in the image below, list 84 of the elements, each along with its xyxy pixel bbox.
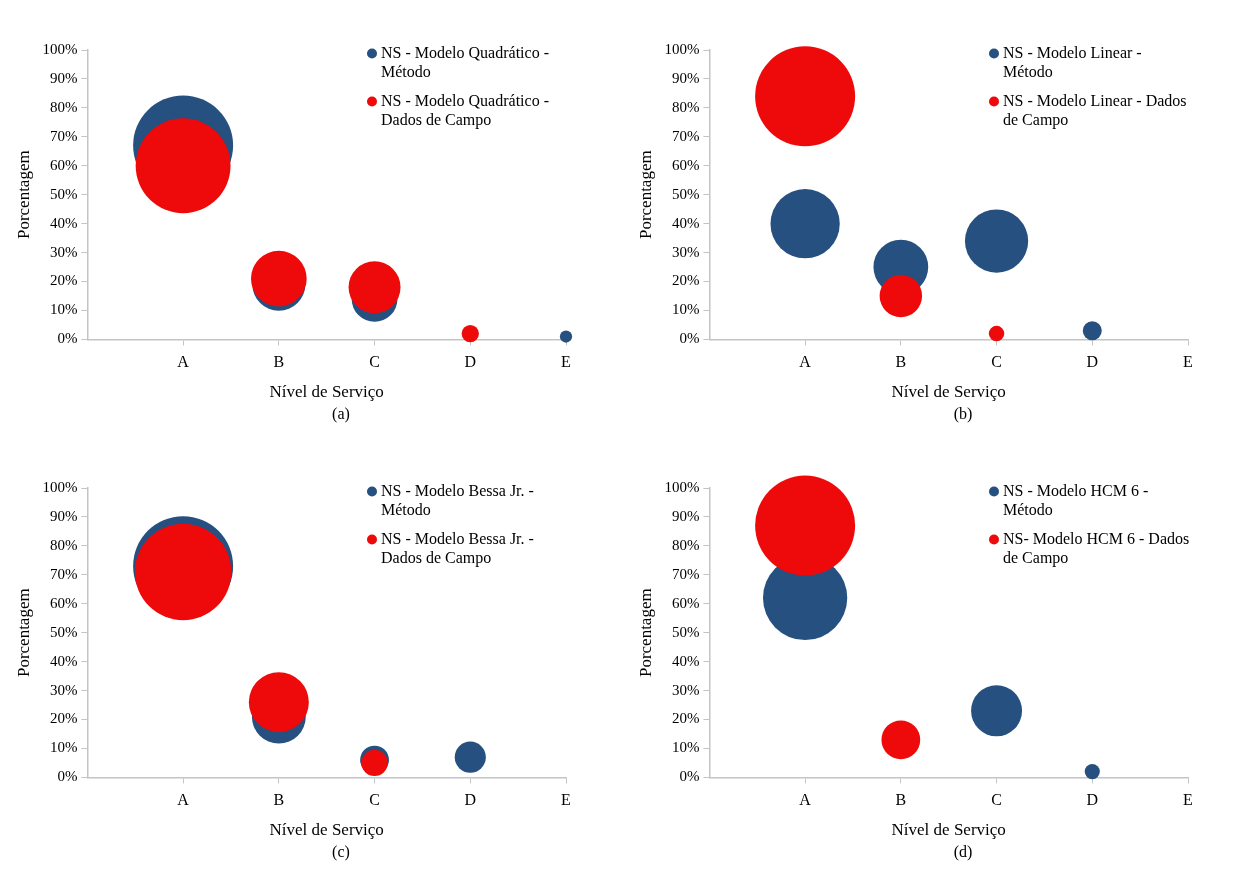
y-tick-label: 50% [671, 623, 700, 640]
x-tick-label: D [1086, 791, 1099, 809]
y-tick-label: 40% [671, 214, 700, 231]
y-tick-label: 70% [49, 127, 78, 144]
y-tick-label: 90% [49, 507, 78, 524]
x-tick-label: B [273, 791, 285, 809]
y-axis-title: Porcentagem [635, 150, 655, 240]
y-tick-label: 100% [42, 478, 78, 495]
legend-label: NS - Modelo Quadrático - Método [381, 43, 549, 80]
x-tick-label: B [895, 791, 907, 809]
y-tick-label: 30% [671, 681, 700, 698]
text: (c) [331, 843, 351, 861]
x-tick-label: A [799, 791, 812, 809]
x-axis-title: Nível de Serviço [891, 382, 1006, 402]
y-tick-label: 100% [42, 40, 78, 57]
y-tick-label: 0% [57, 330, 78, 347]
x-tick-label: A [177, 791, 190, 809]
x-tick-label: D [464, 791, 477, 809]
y-tick-label: 50% [671, 185, 700, 202]
y-tick-label: 20% [49, 710, 78, 727]
y-tick-label: 60% [49, 156, 78, 173]
y-axis-title: Porcentagem [13, 588, 33, 678]
legend-label: NS - Modelo Bessa Jr. - Dados de Campo [381, 529, 534, 567]
y-tick-label: 80% [49, 98, 78, 115]
y-tick-label: 40% [49, 652, 78, 669]
y-tick-label: 20% [671, 272, 700, 289]
x-tick-label: D [1086, 353, 1099, 371]
y-tick-label: 90% [671, 69, 700, 86]
text: (a) [331, 405, 351, 423]
y-tick-label: 40% [671, 652, 700, 669]
y-tick-label: 90% [671, 507, 700, 524]
y-tick-label: 50% [49, 623, 78, 640]
legend-label: NS - Modelo Quadrático - Dados de Campo [381, 91, 549, 129]
y-tick-label: 30% [49, 243, 78, 260]
y-axis-title: Porcentagem [635, 588, 655, 678]
y-tick-label: 90% [49, 69, 78, 86]
legend-label: NS - Modelo HCM 6 - Método [1003, 481, 1149, 518]
y-tick-label: 100% [664, 40, 700, 57]
x-tick-label: E [561, 353, 571, 371]
legend-label: NS - Modelo Linear - Método [1003, 43, 1142, 80]
y-tick-label: 60% [49, 594, 78, 611]
x-axis-title: Nível de Serviço [269, 382, 384, 402]
y-tick-label: 0% [679, 330, 700, 347]
legend-label: NS- Modelo HCM 6 - Dados de Campo [1003, 529, 1190, 567]
y-tick-label: 0% [679, 768, 700, 785]
y-tick-label: 70% [671, 565, 700, 582]
text: (d) [952, 843, 974, 861]
y-tick-label: 0% [57, 768, 78, 785]
x-axis-title: Nível de Serviço [269, 820, 384, 840]
x-tick-label: C [991, 353, 1002, 371]
y-tick-label: 80% [671, 98, 700, 115]
x-tick-label: B [895, 353, 907, 371]
x-tick-label: B [273, 353, 285, 371]
x-tick-label: C [991, 791, 1002, 809]
x-tick-label: A [799, 353, 812, 371]
x-tick-label: C [369, 791, 380, 809]
y-tick-label: 50% [49, 185, 78, 202]
y-tick-label: 20% [49, 272, 78, 289]
y-tick-label: 10% [49, 739, 78, 756]
legend-label: NS - Modelo Bessa Jr. - Método [381, 481, 534, 518]
y-tick-label: 10% [49, 301, 78, 318]
text: (b) [952, 405, 974, 423]
x-tick-label: E [561, 791, 571, 809]
y-tick-label: 40% [49, 214, 78, 231]
y-tick-label: 60% [671, 156, 700, 173]
x-tick-label: C [369, 353, 380, 371]
y-tick-label: 30% [671, 243, 700, 260]
y-axis-title: Porcentagem [13, 150, 33, 240]
legend-label: NS - Modelo Linear - Dados de Campo [1003, 91, 1187, 129]
y-tick-label: 100% [664, 478, 700, 495]
x-axis-title: Nível de Serviço [891, 820, 1006, 840]
y-tick-label: 60% [671, 594, 700, 611]
y-tick-label: 20% [671, 710, 700, 727]
y-tick-label: 70% [671, 127, 700, 144]
y-tick-label: 10% [671, 301, 700, 318]
y-tick-label: 30% [49, 681, 78, 698]
y-tick-label: 80% [49, 536, 78, 553]
x-tick-label: E [1183, 791, 1193, 809]
y-tick-label: 70% [49, 565, 78, 582]
y-tick-label: 10% [671, 739, 700, 756]
y-tick-label: 80% [671, 536, 700, 553]
x-tick-label: A [177, 353, 190, 371]
x-tick-label: E [1183, 353, 1193, 371]
x-tick-label: D [464, 353, 477, 371]
